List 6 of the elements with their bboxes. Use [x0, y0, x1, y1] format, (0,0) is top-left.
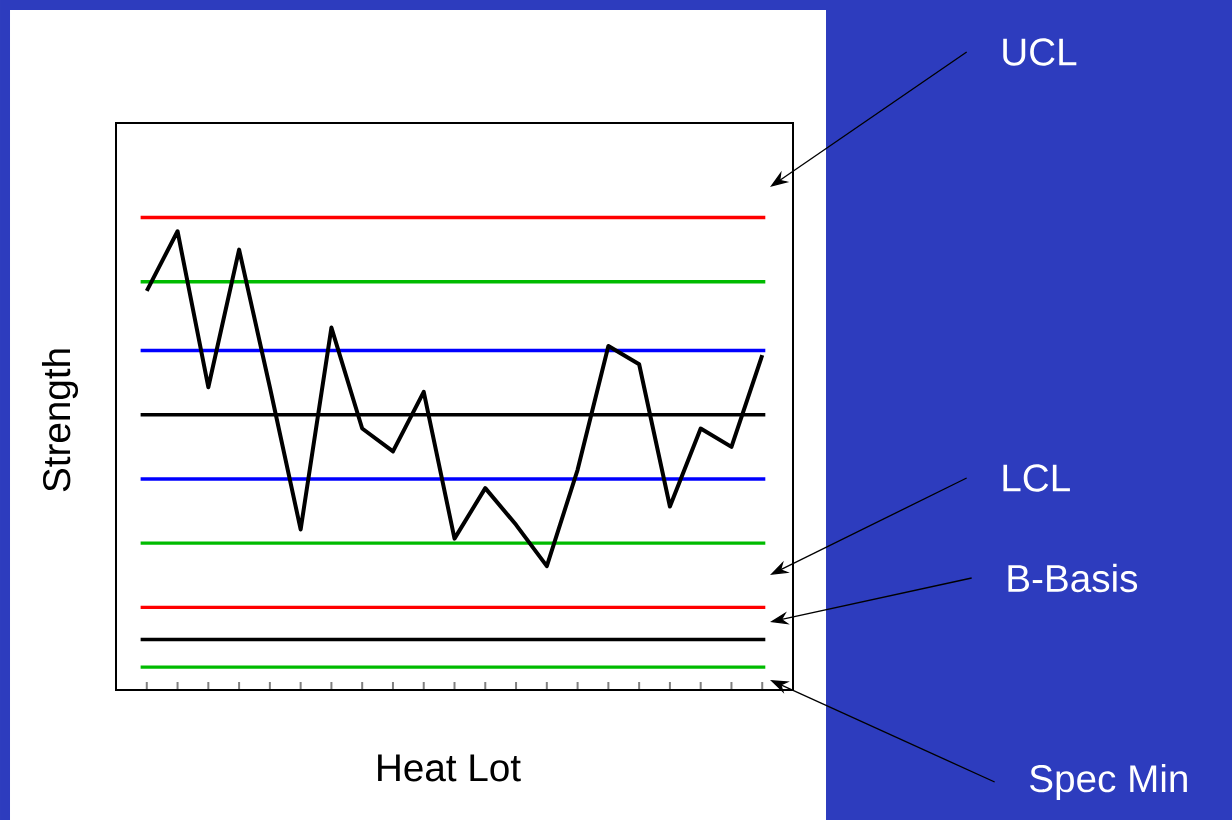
text: UCL — [1003, 38, 1077, 66]
x-axis-title: Heat Lot — [378, 754, 521, 782]
text: LCL — [1003, 464, 1070, 492]
text: Spec Min — [1030, 763, 1187, 801]
text: B-Basis — [1008, 563, 1138, 593]
y-axis-title: Strength — [41, 349, 79, 492]
